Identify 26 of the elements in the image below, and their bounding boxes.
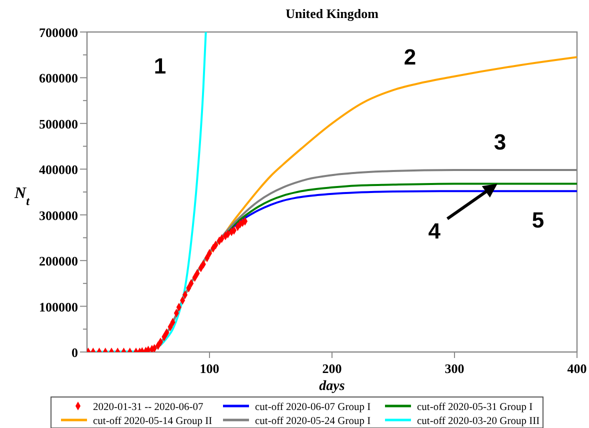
- legend-label: cut-off 2020-05-31 Group I: [417, 402, 534, 413]
- annotation: 3: [494, 130, 506, 154]
- x-tick-label: 400: [567, 361, 587, 376]
- annotation: 1: [154, 54, 166, 78]
- y-tick-label: 700000: [39, 25, 78, 40]
- annotation: 2: [404, 44, 416, 70]
- x-tick-label: 100: [200, 361, 220, 376]
- legend-label: cut-off 2020-03-20 Group III: [417, 416, 540, 427]
- annotation: 4: [428, 218, 442, 244]
- legend-label: cut-off 2020-05-24 Group I: [255, 416, 372, 427]
- y-tick-label: 200000: [39, 254, 78, 269]
- y-tick-label: 500000: [39, 116, 78, 132]
- x-tick-label: 300: [444, 361, 464, 376]
- y-tick-label: 100000: [39, 299, 78, 314]
- y-tick-label: 0: [72, 345, 78, 360]
- y-tick-label: 600000: [39, 70, 78, 86]
- x-tick-label: 200: [322, 361, 342, 376]
- annotation: 5: [532, 208, 544, 232]
- y-tick-label: 400000: [39, 162, 78, 178]
- legend-label: cut-off 2020-06-07 Group I: [255, 402, 372, 413]
- y-axis-title: N$_{t}$: [14, 185, 30, 208]
- chart-title: United Kingdom: [286, 6, 379, 21]
- legend-label: cut-off 2020-05-14 Group II: [93, 416, 213, 427]
- y-tick-label: 300000: [39, 208, 78, 223]
- legend-label: 2020-01-31 -- 2020-06-07: [93, 402, 204, 413]
- x-axis-title: days: [319, 379, 346, 394]
